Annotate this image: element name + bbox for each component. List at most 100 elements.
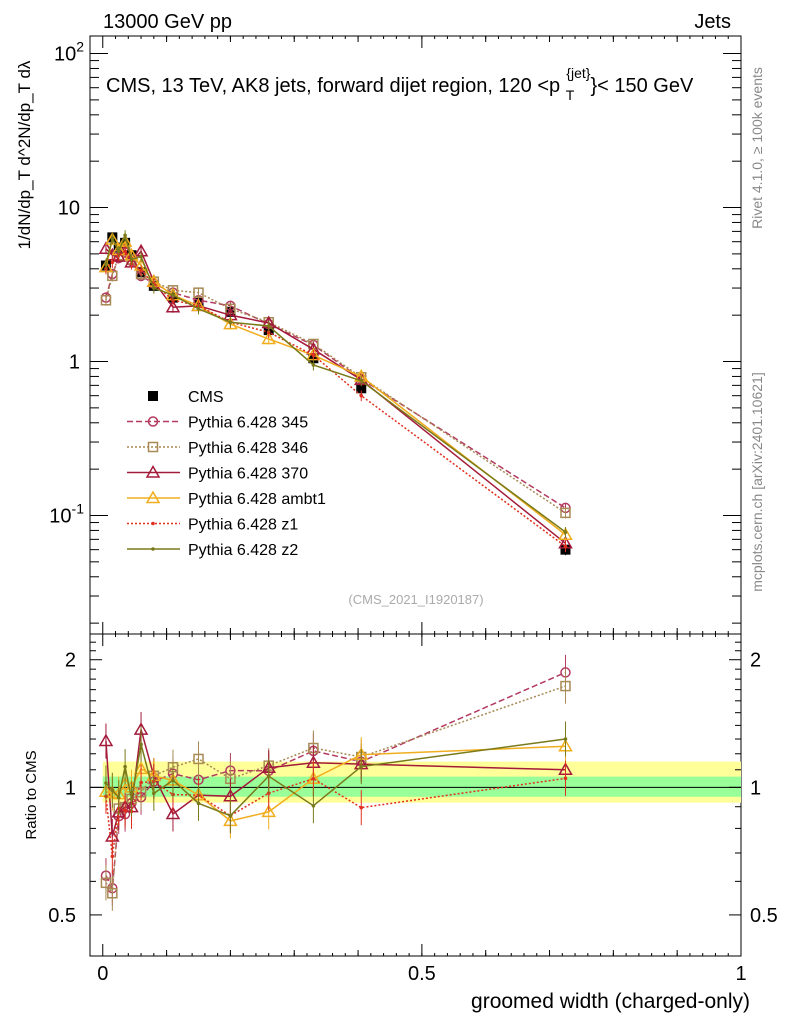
ratio-tick-label-right: 1 (750, 777, 761, 799)
legend: CMS Pythia 6.428 345 Pythia 6.428 346 Pythi… (127, 389, 326, 559)
series-layer (98, 230, 573, 556)
title-part2: }< 150 GeV (590, 75, 694, 97)
legend-marker (151, 521, 155, 526)
x-tick-label: 0.5 (408, 963, 436, 985)
data-point (165, 299, 181, 313)
legend-label: Pythia 6.428 370 (188, 466, 308, 483)
y-axis-label: 1/dN/dp_T d^2N/dp_T dλ (15, 60, 34, 249)
series-pythia-6-428-z2 (104, 230, 568, 538)
legend-label: Pythia 6.428 346 (188, 440, 308, 457)
data-point (193, 287, 204, 298)
legend-marker (145, 464, 161, 478)
y-tick-base: 10 (49, 506, 71, 528)
ratio-point (107, 887, 118, 899)
ratio-point (100, 877, 112, 889)
data-point (139, 268, 143, 273)
ratio-tick-label: 1 (65, 777, 76, 799)
legend-label: Pythia 6.428 ambt1 (188, 491, 326, 508)
series-pythia-6-428-ambt1 (98, 231, 573, 541)
legend-label: Pythia 6.428 345 (188, 415, 308, 432)
ratio-pythia-6-428-z2 (104, 721, 568, 834)
ratio-point (359, 805, 364, 810)
ratio-line (105, 738, 566, 817)
rivet-label: Rivet 4.1.0, ≥ 100k events (749, 67, 765, 229)
ratio-point (359, 764, 364, 769)
data-point (356, 383, 367, 394)
x-axis-label: groomed width (charged-only) (471, 990, 750, 1013)
data-point (104, 262, 108, 266)
data-point (98, 241, 114, 254)
ratio-tick-label: 2 (65, 650, 76, 672)
data-point (123, 249, 127, 254)
data-point (563, 544, 568, 549)
data-point (110, 236, 115, 241)
legend-marker (148, 391, 158, 401)
data-point (100, 294, 112, 306)
series-cms (100, 232, 571, 556)
ratio-point (563, 737, 568, 741)
ratio-band-inner (102, 776, 741, 797)
legend-label: CMS (188, 389, 224, 406)
legend-label: Pythia 6.428 z2 (188, 542, 298, 559)
y-tick-label: 102 (54, 39, 84, 66)
data-point (359, 378, 364, 383)
ratio-point (193, 753, 204, 765)
data-point (560, 507, 571, 519)
ratio-point (139, 742, 143, 747)
legend-marker (147, 416, 159, 427)
ratio-point (311, 803, 316, 808)
series-line (105, 232, 566, 533)
series-line (105, 237, 566, 536)
ratio-point (261, 804, 276, 818)
y-tick-exp: -1 (72, 501, 85, 517)
data-point (228, 320, 233, 325)
data-point (359, 393, 364, 398)
data-point (266, 324, 271, 328)
header-right: Jets (694, 11, 731, 33)
ratio-point (110, 788, 115, 793)
ratio-tick-label-right: 2 (750, 650, 761, 672)
series-pythia-6-428-345 (100, 247, 571, 514)
data-point (171, 293, 175, 297)
data-point (129, 257, 134, 262)
ratio-point (123, 808, 127, 813)
legend-item: Pythia 6.428 370 (127, 464, 308, 483)
series-pythia-6-428-z1 (104, 246, 568, 552)
data-point (196, 306, 201, 311)
ratio-point (129, 797, 134, 801)
data-point (558, 527, 573, 540)
ratio-point (228, 813, 233, 818)
legend-item: CMS (148, 389, 224, 406)
data-point (111, 249, 127, 262)
chart-title: CMS, 13 TeV, AK8 jets, forward dijet reg… (106, 65, 694, 103)
ratio-tick-label-right: 0.5 (750, 905, 778, 927)
ratio-point (123, 764, 127, 769)
title-sub-T: T (566, 87, 575, 103)
ratio-uncertainty-band (90, 761, 741, 803)
legend-label: Pythia 6.428 z1 (188, 517, 298, 534)
ratio-point (266, 774, 271, 778)
legend-item: Pythia 6.428 346 (127, 440, 308, 457)
ratio-point (563, 776, 568, 781)
x-tick-label: 0 (97, 963, 108, 985)
ratio-point (165, 806, 181, 820)
y-tick-exp: 2 (76, 39, 84, 55)
data-point (110, 260, 115, 265)
legend-marker (145, 490, 161, 504)
ratio-point (171, 778, 175, 783)
legend-item: Pythia 6.428 z1 (127, 517, 298, 534)
ratio-y-label: Ratio to CMS (23, 750, 40, 839)
title-part1: CMS, 13 TeV, AK8 jets, forward dijet reg… (106, 75, 560, 97)
ratio-point (560, 680, 571, 692)
ratio-point (311, 776, 316, 781)
title-sup-jet: {jet} (566, 65, 590, 81)
watermark: (CMS_2021_I1920187) (348, 592, 483, 607)
ratio-tick-label: 0.5 (48, 905, 76, 927)
data-point (116, 249, 121, 254)
legend-item: Pythia 6.428 ambt1 (127, 490, 326, 508)
data-point (266, 330, 271, 335)
data-point (123, 233, 127, 238)
ratio-point (110, 854, 115, 859)
